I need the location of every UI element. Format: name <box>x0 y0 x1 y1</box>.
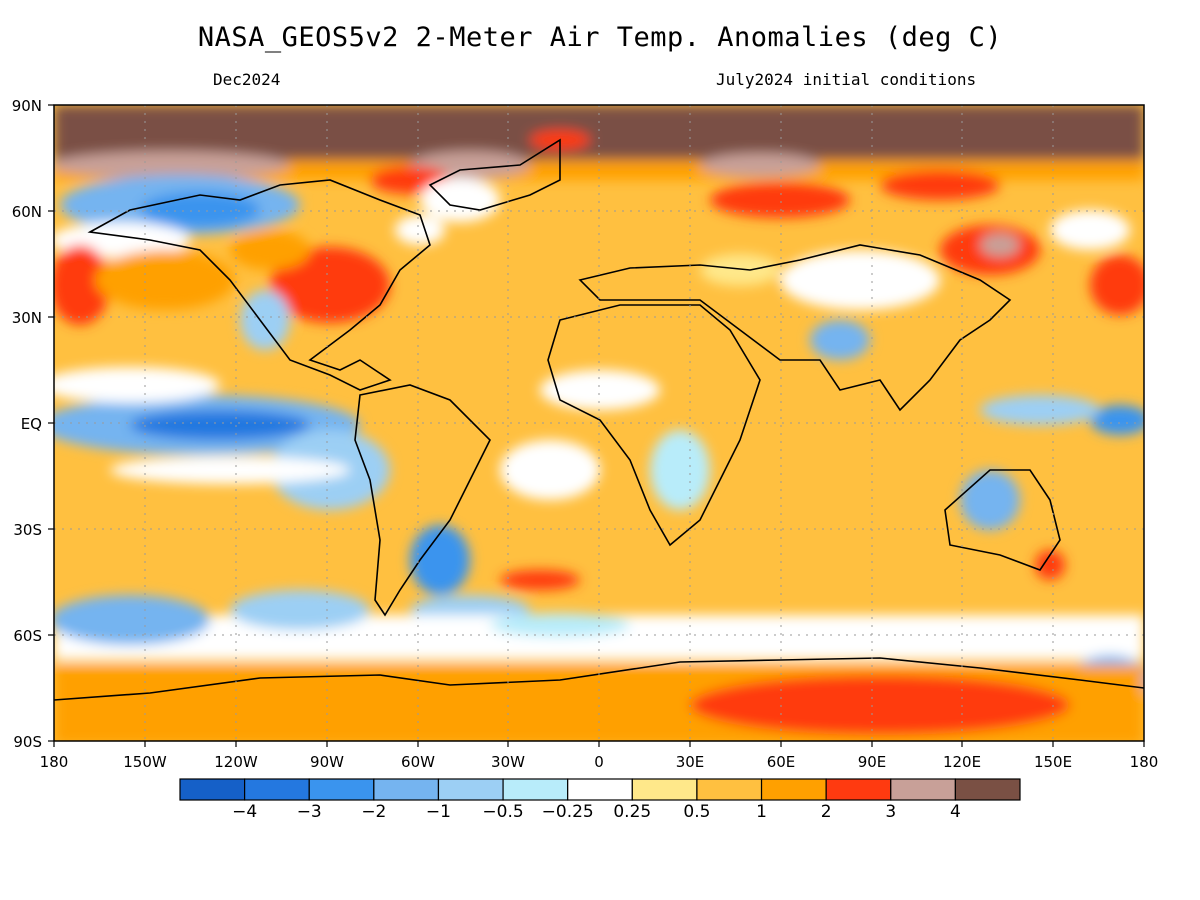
colorbar-label: −4 <box>232 802 258 822</box>
colorbar-swatch <box>244 778 310 801</box>
axis-ticks <box>48 104 1145 747</box>
colorbar-swatch <box>567 778 633 801</box>
colorbar-swatch <box>631 778 698 801</box>
lon-label: 90E <box>858 753 887 771</box>
colorbar-label: −1 <box>425 802 451 822</box>
colorbar-swatch <box>760 778 827 801</box>
colorbar-swatch <box>890 778 956 801</box>
colorbar-label: −0.25 <box>541 802 594 822</box>
colorbar-swatch <box>437 778 504 801</box>
colorbar-swatch <box>308 778 375 801</box>
initial-conditions: July2024 initial conditions <box>716 70 977 89</box>
lon-label: 120E <box>943 753 981 771</box>
lat-label: 30N <box>12 309 42 327</box>
anomaly-field <box>54 105 1144 741</box>
lon-label: 30W <box>491 753 525 771</box>
lon-label: 180 <box>1130 753 1159 771</box>
lon-label: 180 <box>40 753 69 771</box>
lat-label: 90S <box>13 733 42 751</box>
colorbar-label: −3 <box>296 802 322 822</box>
lon-label: 150E <box>1034 753 1072 771</box>
colorbar-label: 4 <box>949 802 961 822</box>
colorbar-label: 0.5 <box>683 802 711 822</box>
colorbar-swatch <box>696 778 763 801</box>
colorbar-swatch <box>373 778 440 801</box>
colorbar-swatch <box>179 778 246 801</box>
colorbar-label: 3 <box>885 802 897 822</box>
colorbar-swatch <box>825 778 892 801</box>
colorbar <box>179 778 1021 801</box>
latitude-labels: 90N 60N 30N EQ 30S 60S 90S <box>12 97 42 751</box>
colorbar-label: 0.25 <box>613 802 652 822</box>
lon-label: 0 <box>594 753 604 771</box>
lat-label: 60N <box>12 203 42 221</box>
colorbar-swatch <box>502 778 569 801</box>
lon-label: 60E <box>767 753 796 771</box>
lon-label: 120W <box>214 753 258 771</box>
colorbar-label: −0.5 <box>482 802 524 822</box>
lon-label: 150W <box>123 753 167 771</box>
lat-label: 60S <box>13 627 42 645</box>
lon-label: 30E <box>676 753 705 771</box>
colorbar-label: 1 <box>756 802 767 822</box>
colorbar-label: 2 <box>820 802 832 822</box>
lon-label: 90W <box>310 753 344 771</box>
lat-label: 90N <box>12 97 42 115</box>
lat-label: EQ <box>21 415 42 433</box>
map-title: NASA_GEOS5v2 2-Meter Air Temp. Anomalies… <box>197 22 1003 53</box>
colorbar-label: −2 <box>361 802 387 822</box>
longitude-labels: 180 150W 120W 90W 60W 30W 0 30E 60E 90E … <box>40 753 1159 771</box>
forecast-month: Dec2024 <box>213 70 281 89</box>
coastlines <box>54 138 1144 701</box>
colorbar-swatch <box>954 778 1021 801</box>
lon-label: 60W <box>401 753 435 771</box>
lat-label: 30S <box>13 521 42 539</box>
graticule <box>54 105 1144 741</box>
